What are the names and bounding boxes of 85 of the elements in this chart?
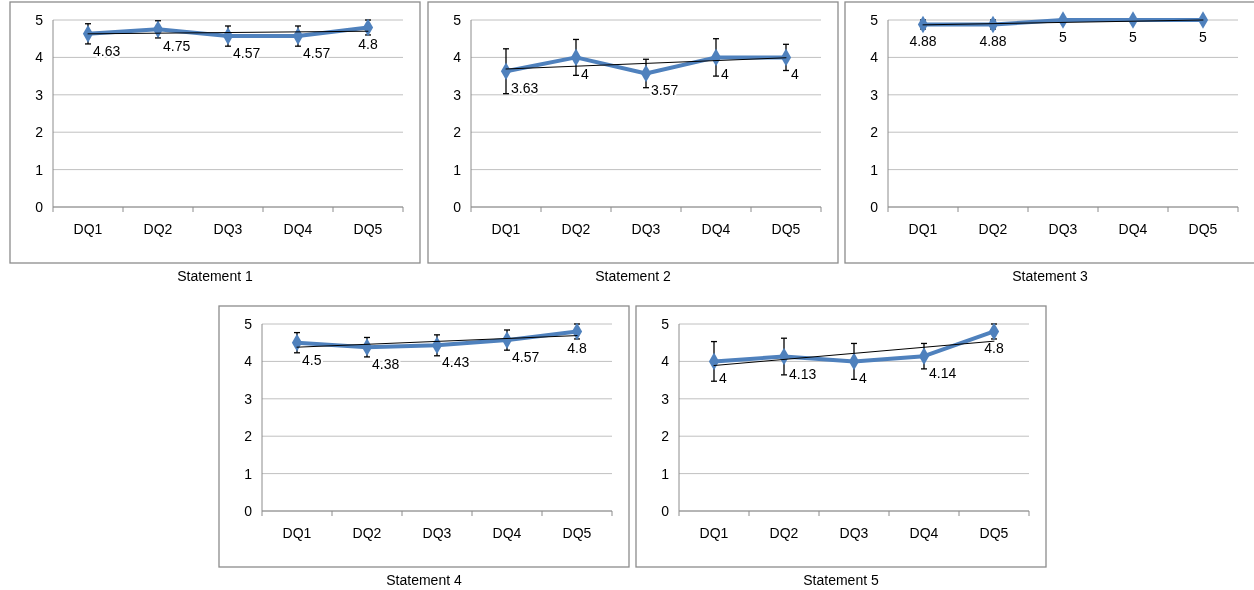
y-tick-label: 2 <box>870 124 879 141</box>
data-label: 4.8 <box>567 340 587 357</box>
y-tick-label: 4 <box>35 49 44 66</box>
data-label: 4 <box>859 370 867 387</box>
y-tick-label: 1 <box>661 465 670 482</box>
text: Statement 4 <box>386 572 462 588</box>
data-label: 3.57 <box>651 82 679 99</box>
y-tick-label: 3 <box>661 390 670 407</box>
x-tick-label: DQ5 <box>353 221 383 237</box>
data-label: 5 <box>1129 29 1138 45</box>
x-tick-label: DQ2 <box>769 525 799 541</box>
text: Statement 2 <box>595 268 671 284</box>
data-label: 4.13 <box>789 365 817 382</box>
y-tick-label: 3 <box>870 86 879 103</box>
y-tick-label: 1 <box>870 161 879 178</box>
data-label: 4.88 <box>909 33 937 50</box>
x-tick-label: DQ1 <box>908 221 938 237</box>
text: Statement 3 <box>1012 268 1088 284</box>
y-tick-label: 3 <box>453 86 462 103</box>
data-label: 4.5 <box>302 351 322 368</box>
x-tick-label: DQ2 <box>978 221 1008 237</box>
data-label: 4.57 <box>512 349 540 366</box>
y-tick-label: 5 <box>244 315 253 332</box>
y-tick-label: 0 <box>244 502 253 519</box>
data-label: 4.38 <box>372 356 400 373</box>
x-tick-label: DQ3 <box>631 221 661 237</box>
text: Statement 5 <box>803 572 879 588</box>
x-tick-label: DQ5 <box>771 221 801 237</box>
y-tick-label: 1 <box>453 161 462 178</box>
x-tick-label: DQ1 <box>282 525 312 541</box>
y-tick-label: 4 <box>453 49 462 66</box>
y-tick-label: 3 <box>35 86 44 103</box>
data-label: 4 <box>721 66 729 83</box>
y-tick-label: 5 <box>661 315 670 332</box>
data-label: 4.43 <box>442 354 470 371</box>
data-label: 5 <box>1059 29 1068 45</box>
y-tick-label: 0 <box>35 198 44 215</box>
data-label: 4 <box>719 370 727 387</box>
y-tick-label: 1 <box>244 465 253 482</box>
data-label: 4.57 <box>303 45 331 62</box>
x-tick-label: DQ3 <box>1048 221 1078 237</box>
y-tick-label: 5 <box>35 11 44 28</box>
y-tick-label: 4 <box>661 353 670 370</box>
x-tick-label: DQ4 <box>283 221 313 237</box>
y-tick-label: 5 <box>453 11 462 28</box>
x-tick-label: DQ2 <box>143 221 173 237</box>
y-tick-label: 1 <box>35 161 44 178</box>
y-tick-label: 0 <box>453 198 462 215</box>
x-tick-label: DQ3 <box>839 525 869 541</box>
x-tick-label: DQ4 <box>909 525 939 541</box>
x-tick-label: DQ4 <box>1118 221 1148 237</box>
x-tick-label: DQ4 <box>701 221 731 237</box>
y-tick-label: 3 <box>244 390 253 407</box>
data-label: 4.88 <box>979 33 1007 50</box>
data-label: 4.8 <box>358 36 378 53</box>
data-label: 5 <box>1199 29 1208 45</box>
y-tick-label: 0 <box>870 198 879 215</box>
y-tick-label: 5 <box>870 11 879 28</box>
data-label: 4 <box>581 66 589 83</box>
x-tick-label: DQ5 <box>562 525 592 541</box>
x-tick-label: DQ2 <box>561 221 591 237</box>
data-label: 4.63 <box>93 42 121 59</box>
data-label: 4.75 <box>163 38 191 55</box>
x-tick-label: DQ5 <box>979 525 1009 541</box>
x-tick-label: DQ1 <box>73 221 103 237</box>
x-tick-label: DQ3 <box>213 221 243 237</box>
data-label: 4.14 <box>929 365 957 382</box>
x-tick-label: DQ3 <box>422 525 452 541</box>
data-label: 4 <box>791 66 799 83</box>
y-tick-label: 2 <box>35 124 44 141</box>
x-tick-label: DQ1 <box>699 525 729 541</box>
x-tick-label: DQ1 <box>491 221 521 237</box>
x-tick-label: DQ4 <box>492 525 522 541</box>
x-tick-label: DQ2 <box>352 525 382 541</box>
data-label: 4.57 <box>233 45 261 62</box>
y-tick-label: 2 <box>244 428 253 445</box>
data-label: 4.8 <box>984 340 1004 357</box>
x-tick-label: DQ5 <box>1188 221 1218 237</box>
y-tick-label: 4 <box>244 353 253 370</box>
data-label: 3.63 <box>511 80 539 97</box>
text: Statement 1 <box>177 268 253 284</box>
y-tick-label: 2 <box>453 124 462 141</box>
y-tick-label: 2 <box>661 428 670 445</box>
y-tick-label: 4 <box>870 49 879 66</box>
y-tick-label: 0 <box>661 502 670 519</box>
